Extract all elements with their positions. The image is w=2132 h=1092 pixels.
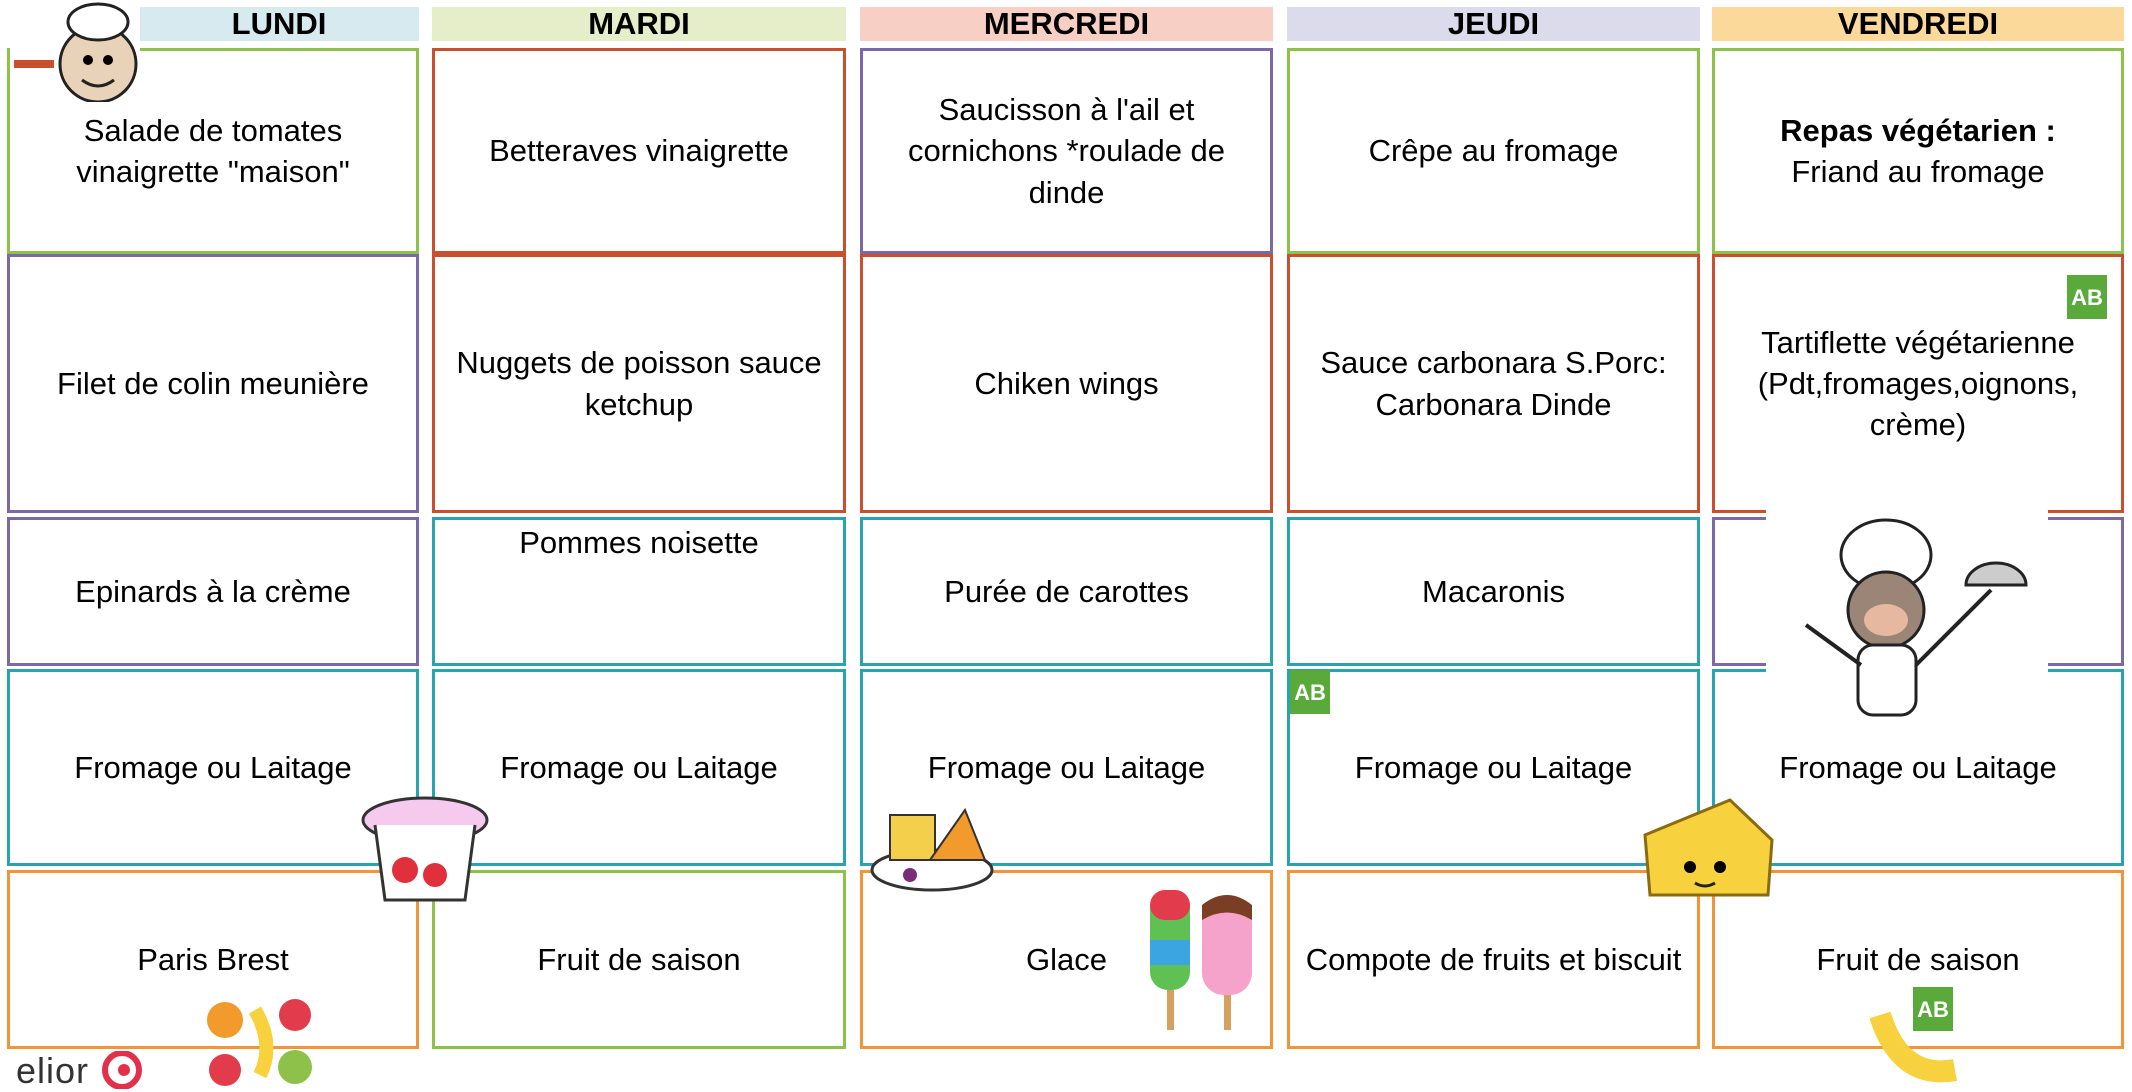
cell-text: Salade de tomates vinaigrette "maison" [76,112,350,189]
cell-text: Compote de fruits et biscuit [1305,941,1682,977]
cell-text: Fruit de saison [537,941,741,977]
fruits [207,999,312,1086]
cell-text: Macaronis [1422,573,1565,609]
menu-cell: Epinards à la crème [7,517,419,666]
bio-label: AB [2067,275,2107,319]
chef-icon [10,2,140,102]
cell-text: Repas végétarien : Friand au fromage [1780,110,2056,192]
bio-label: AB [1913,987,1953,1031]
menu-cell: Fromage ou Laitage [860,669,1273,866]
menu-cell: Paris Brest [7,870,419,1049]
day-header: JEUDI [1287,6,1700,41]
cell-text: Sauce carbonara S.Porc: Carbonara Dinde [1320,345,1667,422]
cell-text: Fromage ou Laitage [500,749,778,785]
cell-text: Glace [1026,941,1107,977]
cell-text: Betteraves vinaigrette [489,133,789,169]
cell-text: Pommes noisette [519,525,759,560]
day-header: VENDREDI [1712,6,2124,41]
cell-text: Purée de carottes [944,573,1189,609]
cell-text: Nuggets de poisson sauce ketchup [456,345,822,422]
menu-cell: Glace [860,870,1273,1049]
menu-cell: Fromage ou Laitage [1287,669,1700,866]
brand-name: elior [16,1050,90,1091]
svg-text:AB: AB [1917,997,1949,1022]
cell-text: Tartiflette végétarienne (Pdt,fromages,o… [1757,324,2079,443]
cheese-wedge [1643,798,1774,897]
cell-text: Fromage ou Laitage [927,749,1206,785]
cell-bold: Repas végétarien : [1780,112,2056,148]
menu-cell: Pommes noisette [432,517,846,666]
svg-text:AB: AB [1294,680,1326,705]
menu-cell: Fromage ou Laitage [7,669,419,866]
menu-cell: Filet de colin meunière [7,254,419,513]
cell-text: Crêpe au fromage [1368,133,1619,169]
menu-cell: Salade de tomates vinaigrette "maison" [7,48,419,254]
menu-cell: Purée de carottes [860,517,1273,666]
cell-text: Fruit de saison [1816,941,2020,977]
cell-line: Friand au fromage [1791,154,2045,189]
menu-cell: Compote de fruits et biscuit [1287,870,1700,1049]
brand-logo: elior [16,1050,144,1092]
menu-cell: Fruit de saison [1712,870,2124,1049]
day-header: MARDI [432,6,846,41]
bio-label: AB [1290,670,1330,714]
cheese-plate [870,807,994,892]
cell-text: Fromage ou Laitage [1779,749,2057,785]
day-header: LUNDI [139,6,419,41]
cell-text: Paris Brest [137,941,289,977]
menu-cell: Sauce carbonara S.Porc: Carbonara Dinde [1287,254,1700,513]
menu-cell: Repas végétarien : Friand au fromage [1712,48,2124,254]
svg-text:AB: AB [2071,285,2103,310]
cell-text: Epinards à la crème [75,573,351,609]
menu-cell: Chiken wings [860,254,1273,513]
day-header: MERCREDI [860,6,1273,41]
menu-cell: Tartiflette végétarienne (Pdt,fromages,o… [1712,254,2124,513]
menu-cell: Saucisson à l'ail et cornichons *roulade… [860,48,1273,254]
yogurt [361,796,489,902]
monkey-chef [1766,505,2048,745]
menu-cell: Fruit de saison [432,870,846,1049]
cell-text: Fromage ou Laitage [74,749,352,785]
menu-cell: Betteraves vinaigrette [432,48,846,254]
banana [1870,1011,1957,1083]
menu-cell: Fromage ou Laitage [432,669,846,866]
menu-cell: Macaronis [1287,517,1700,666]
menu-cell: Crêpe au fromage [1287,48,1700,254]
cell-text: Filet de colin meunière [57,365,369,401]
cell-text: Fromage ou Laitage [1354,749,1633,785]
brand-icon [102,1050,143,1090]
cell-text: Saucisson à l'ail et cornichons *roulade… [907,92,1226,210]
cell-text: Chiken wings [974,365,1159,401]
popsicles [1150,890,1252,1030]
menu-cell: Nuggets de poisson sauce ketchup [432,254,846,513]
